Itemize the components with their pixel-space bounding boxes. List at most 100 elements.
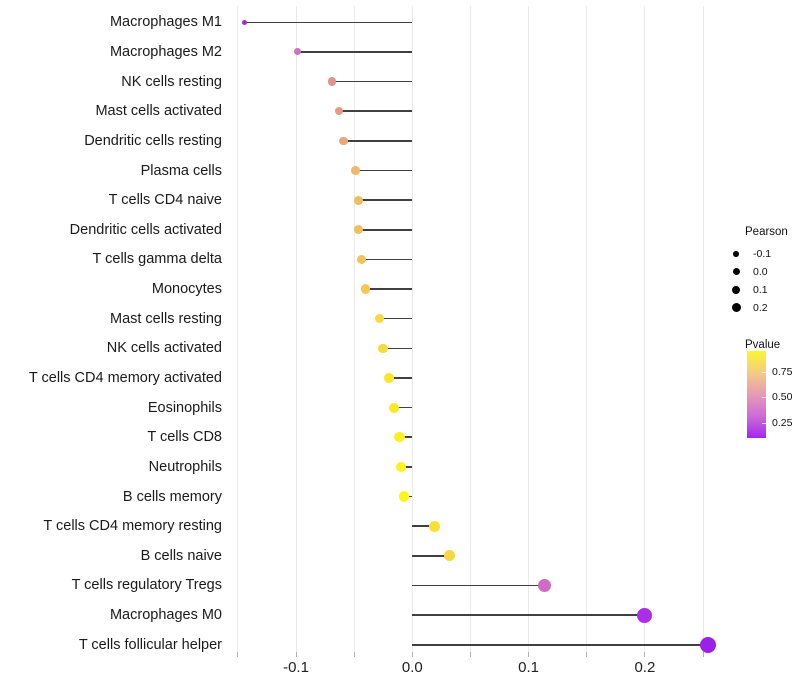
category-label: T cells CD4 naive: [108, 192, 222, 209]
category-label: T cells gamma delta: [92, 251, 222, 268]
legend-size-label: 0.0: [753, 265, 768, 278]
lollipop-dot: [378, 343, 389, 354]
x-axis-tick-label: 0.0: [401, 659, 423, 676]
lollipop-stem: [361, 258, 413, 261]
lollipop-stem: [297, 51, 413, 53]
lollipop-stem: [412, 643, 708, 646]
gridline: [469, 6, 471, 652]
lollipop-dot: [428, 520, 440, 532]
category-label: Plasma cells: [140, 162, 222, 179]
category-label: T cells CD4 memory resting: [43, 518, 222, 535]
x-axis-tick: [295, 652, 297, 657]
lollipop-dot: [327, 77, 337, 86]
legend-size-label: 0.1: [753, 283, 768, 296]
gridline: [411, 6, 413, 652]
category-label: T cells CD8: [147, 429, 222, 446]
lollipop-stem: [355, 169, 413, 172]
colorbar-notch: [762, 397, 766, 399]
legend-pvalue-label: 0.75: [772, 365, 793, 378]
lollipop-stem: [393, 406, 413, 409]
category-label: Monocytes: [151, 281, 222, 298]
lollipop-stem: [339, 110, 413, 112]
lollipop-stem: [358, 199, 413, 201]
legend-size-dot: [731, 303, 741, 313]
lollipop-stem: [244, 21, 413, 24]
lollipop-stem: [365, 288, 413, 290]
legend-pvalue-label: 0.50: [772, 391, 793, 404]
lollipop-dot: [293, 48, 301, 56]
lollipop-dot: [334, 107, 344, 116]
lollipop-dot: [637, 607, 653, 623]
x-axis-tick: [237, 652, 239, 657]
x-axis-tick-label: 0.2: [634, 659, 656, 676]
x-axis-tick: [528, 652, 530, 657]
category-label: Eosinophils: [147, 399, 222, 416]
category-label: NK cells activated: [106, 340, 222, 357]
lollipop-stem: [412, 525, 435, 527]
legend-pvalue-title: Pvalue: [745, 339, 781, 351]
lollipop-dot: [339, 136, 348, 146]
gridline: [702, 6, 704, 652]
colorbar-notch: [762, 422, 766, 424]
legend-pearson-title: Pearson: [745, 226, 788, 238]
category-label: T cells follicular helper: [78, 636, 222, 653]
category-label: T cells regulatory Tregs: [71, 577, 222, 594]
gridline: [528, 6, 530, 652]
legend-size-label: 0.2: [753, 301, 768, 314]
colorbar-notch: [762, 371, 766, 373]
gridline: [237, 6, 239, 652]
x-axis-tick: [411, 652, 413, 657]
lollipop-dot: [350, 166, 360, 175]
lollipop-stem: [332, 80, 413, 83]
lollipop-dot: [538, 578, 552, 593]
category-label: Neutrophils: [148, 458, 222, 475]
category-label: B cells memory: [122, 488, 222, 505]
category-label: Macrophages M2: [109, 43, 222, 60]
legend-size-dot: [733, 251, 739, 257]
lollipop-dot: [384, 373, 394, 383]
legend-size-label: -0.1: [753, 248, 772, 260]
lollipop-stem: [358, 228, 413, 231]
category-label: Mast cells activated: [95, 103, 222, 120]
lollipop-dot: [395, 461, 406, 472]
lollipop-stem: [383, 347, 413, 350]
lollipop-stem: [389, 377, 413, 379]
gridline: [644, 6, 646, 652]
lollipop-stem: [412, 555, 450, 557]
lollipop-stem: [412, 584, 545, 587]
lollipop-dot: [361, 284, 371, 294]
pvalue-colorbar: [747, 351, 766, 438]
lollipop-stem: [400, 466, 413, 468]
lollipop-dot: [388, 402, 399, 413]
lollipop-dot: [399, 491, 410, 502]
legend-pvalue-label: 0.25: [772, 416, 793, 429]
lollipop-dot: [394, 432, 405, 443]
x-axis-tick: [586, 652, 588, 657]
lollipop-stem: [379, 317, 413, 320]
x-axis-tick: [353, 652, 355, 657]
x-axis-tick: [702, 652, 704, 657]
gridline: [353, 6, 355, 652]
category-label: B cells naive: [140, 547, 222, 564]
category-label: NK cells resting: [121, 73, 222, 90]
category-label: Dendritic cells resting: [84, 132, 222, 149]
x-axis-tick-label: -0.1: [283, 659, 309, 676]
lollipop-dot: [242, 19, 248, 25]
lollipop-dot: [374, 313, 385, 324]
legend-size-dot: [732, 285, 740, 294]
category-label: Macrophages M0: [109, 607, 222, 624]
lollipop-dot: [443, 550, 456, 562]
lollipop-dot: [354, 225, 364, 235]
lollipop-dot: [354, 195, 364, 205]
x-axis-tick: [469, 652, 471, 657]
category-label: Dendritic cells activated: [69, 221, 222, 238]
lollipop-dot: [699, 636, 716, 653]
lollipop-stem: [399, 436, 413, 439]
category-label: Mast cells resting: [109, 310, 222, 327]
lollipop-stem: [412, 614, 645, 616]
x-axis-tick-label: 0.1: [518, 659, 540, 676]
category-label: T cells CD4 memory activated: [28, 369, 222, 386]
gridline: [295, 6, 297, 652]
lollipop-dot: [356, 254, 366, 264]
